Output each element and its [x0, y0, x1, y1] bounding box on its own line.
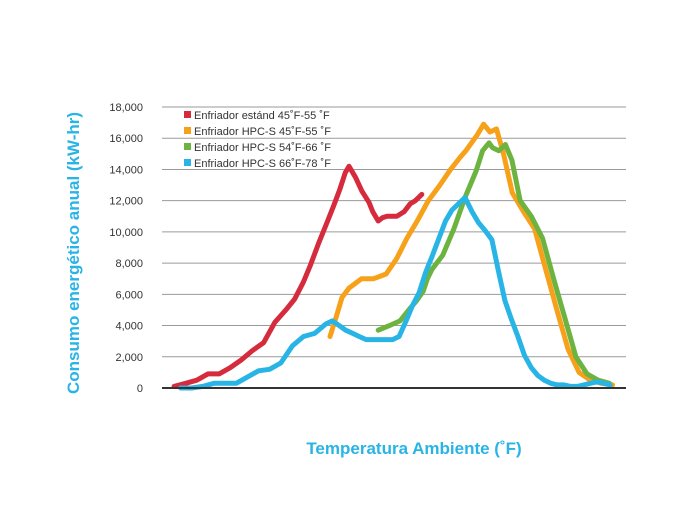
y-tick-label: 14,000	[109, 164, 143, 176]
y-tick-label: 0	[137, 383, 143, 395]
y-tick-label: 18,000	[109, 102, 143, 114]
y-tick-label: 10,000	[109, 227, 143, 239]
legend-label-3: Enfriador HPC-S 66˚F-78 ˚F	[194, 158, 331, 170]
legend-swatch-3	[184, 159, 191, 166]
series-line-1	[327, 121, 615, 388]
legend-label-2: Enfriador HPC-S 54˚F-66 ˚F	[194, 142, 331, 154]
legend-swatch-2	[184, 143, 191, 150]
y-axis-title: Consumo energético anual (kW-hr)	[64, 112, 83, 394]
legend: Enfriador estánd 45˚F-55 ˚F Enfriador HPC…	[184, 110, 331, 170]
series-line-3	[178, 195, 613, 391]
legend-label-1: Enfriador HPC-S 45˚F-55 ˚F	[194, 126, 331, 138]
y-tick-label: 2,000	[115, 352, 143, 364]
x-axis-title: Temperatura Ambiente (˚F)	[306, 439, 521, 458]
legend-swatch-0	[184, 111, 191, 118]
y-tick-label: 16,000	[109, 133, 143, 145]
series-line-0	[171, 163, 425, 389]
y-tick-label: 8,000	[115, 258, 143, 270]
legend-label-0: Enfriador estánd 45˚F-55 ˚F	[194, 110, 330, 122]
y-tick-label: 4,000	[115, 321, 143, 333]
y-axis-ticks: 0 2,000 4,000 6,000 8,000 10,000 12,000 14,000 1…	[109, 102, 143, 395]
y-tick-label: 12,000	[109, 196, 143, 208]
series-lines	[171, 121, 615, 391]
legend-swatch-1	[184, 127, 191, 134]
y-tick-label: 6,000	[115, 289, 143, 301]
grid	[162, 106, 626, 358]
